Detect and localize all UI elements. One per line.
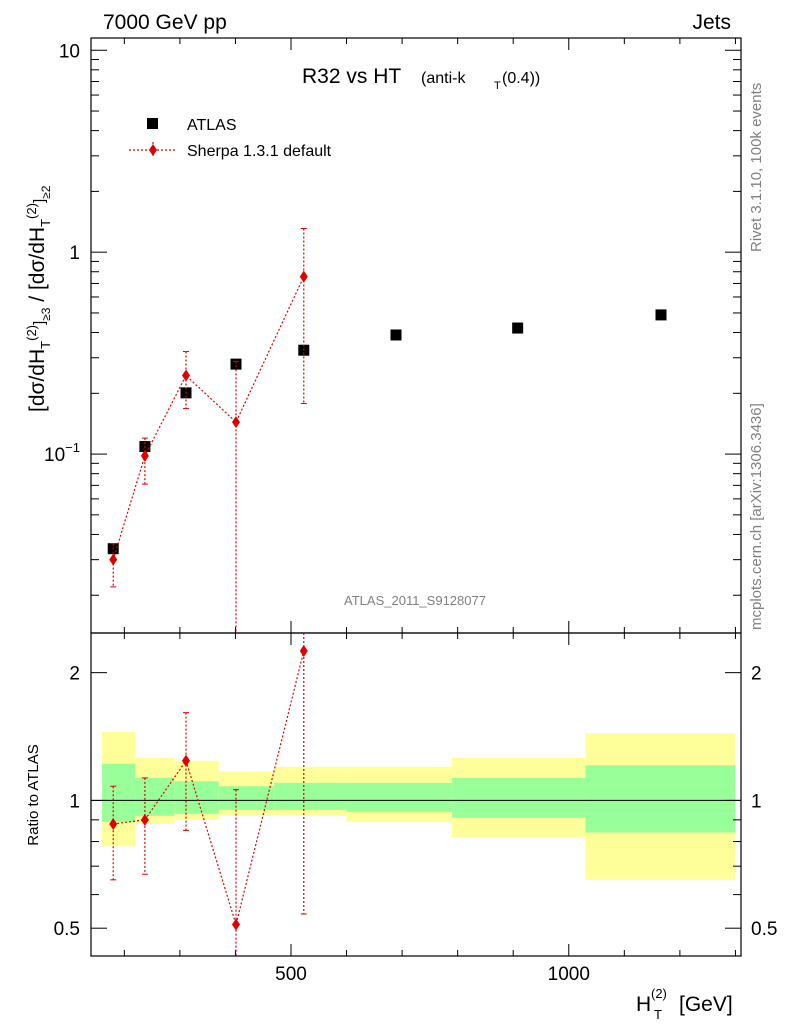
legend-marker-sherpa bbox=[149, 144, 157, 156]
ratio-sherpa-point bbox=[232, 918, 240, 931]
xlabel-sup: (2) bbox=[651, 986, 667, 1001]
sherpa-point bbox=[109, 553, 118, 566]
sherpa-point bbox=[182, 369, 190, 382]
ratio-sherpa-point bbox=[182, 754, 190, 767]
legend-label-sherpa: Sherpa 1.3.1 default bbox=[187, 143, 332, 160]
ratio-ytick-label-2: 2 bbox=[69, 664, 80, 685]
band-inner-2 bbox=[174, 781, 219, 814]
ratio-xtick-label-0: 500 bbox=[275, 964, 307, 985]
ratio-ytick-label-1: 1 bbox=[69, 791, 80, 812]
band-inner-6 bbox=[452, 777, 586, 818]
ratio-sherpa-point bbox=[109, 817, 118, 830]
header-energy: 7000 GeV pp bbox=[103, 11, 227, 34]
ratio-sherpa-point bbox=[140, 813, 149, 826]
xlabel-unit: [GeV] bbox=[679, 993, 733, 1016]
band-inner-3 bbox=[218, 786, 275, 810]
legend-marker-atlas bbox=[147, 118, 158, 129]
title-sub-end: (0.4)) bbox=[502, 70, 540, 87]
ratio-ytick-label-right-2: 2 bbox=[751, 664, 762, 685]
ratio-sherpa-line bbox=[113, 650, 305, 927]
xlabel-sub: T bbox=[654, 1007, 662, 1022]
ratio-xtick-label-1: 1000 bbox=[548, 964, 590, 985]
xlabel-h: H bbox=[636, 993, 651, 1016]
band-inner-1 bbox=[135, 777, 175, 816]
sherpa-point bbox=[140, 449, 149, 462]
ratio-frame bbox=[90, 632, 742, 957]
atlas-point bbox=[512, 322, 524, 334]
header-process: Jets bbox=[692, 11, 731, 34]
ratio-ytick-label-right-0: 0.5 bbox=[751, 919, 777, 940]
title-sub-t: T bbox=[494, 80, 501, 92]
analysis-tag: ATLAS_2011_S9128077 bbox=[344, 593, 486, 608]
band-inner-5 bbox=[346, 782, 453, 812]
ratio-ytick-label-right-1: 1 bbox=[751, 791, 762, 812]
atlas-point bbox=[390, 329, 402, 341]
ratio-xlabel: H (2) T [GeV] bbox=[636, 986, 733, 1022]
chart-title: R32 vs HT (anti-k T (0.4)) bbox=[302, 65, 540, 92]
svg-text:[dσ/dHT(2)]≥3 / [dσ/dHT(2)]≥2: [dσ/dHT(2)]≥3 / [dσ/dHT(2)]≥2 bbox=[24, 185, 53, 412]
title-main: R32 vs HT bbox=[302, 65, 401, 88]
main-ytick-label-1: 1 bbox=[69, 243, 80, 264]
rivet-label: Rivet 3.1.10, 100k events bbox=[748, 83, 765, 252]
ratio-ylabel: Ratio to ATLAS bbox=[25, 744, 42, 845]
sherpa-line bbox=[112, 276, 305, 560]
legend: ATLAS Sherpa 1.3.1 default bbox=[129, 117, 332, 160]
atlas-point bbox=[230, 358, 242, 370]
band-inner-4 bbox=[274, 782, 347, 810]
main-ytick-label-2: 10−1 bbox=[44, 440, 80, 466]
sherpa-point bbox=[299, 270, 308, 283]
atlas-point bbox=[655, 309, 667, 321]
main-ytick-label-0: 10 bbox=[59, 41, 80, 62]
mcplots-label: mcplots.cern.ch [arXiv:1306.3436] bbox=[748, 403, 765, 630]
main-ylabel: [dσ/dHT(2)]≥3 / [dσ/dHT(2)]≥2 bbox=[24, 185, 53, 412]
title-sub: (anti-k bbox=[421, 70, 466, 87]
legend-label-atlas: ATLAS bbox=[187, 117, 237, 134]
band-inner-0 bbox=[102, 763, 136, 822]
sherpa-point bbox=[232, 416, 240, 429]
ratio-sherpa-point bbox=[299, 644, 308, 657]
band-inner-7 bbox=[585, 765, 736, 833]
ratio-ytick-label-0: 0.5 bbox=[54, 919, 80, 940]
